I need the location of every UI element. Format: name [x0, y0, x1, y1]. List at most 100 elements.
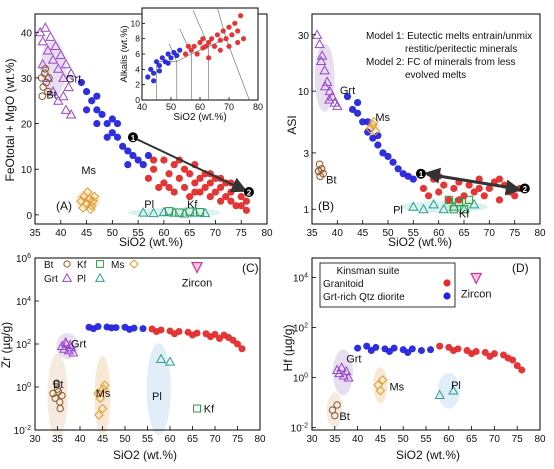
arrow-start-marker	[127, 132, 138, 143]
panel-a-ytick-label: 20	[21, 120, 33, 131]
panel-a-ytick-label: 10	[21, 165, 33, 176]
point-granitoid	[211, 188, 220, 196]
point-grt	[58, 90, 69, 101]
point-granitoid	[242, 206, 250, 214]
label-pl: Pl	[152, 391, 162, 403]
point-grt-rich-qtz-diorite	[108, 324, 115, 332]
legend-swatch	[443, 279, 451, 287]
point-grt	[37, 58, 48, 69]
point-ms	[98, 384, 109, 394]
point-ms	[85, 204, 96, 215]
panel-b: 35 40 45 50 55 60 65 70 75 80 1 3 10 30 (B) SiO2 (wt.…	[285, 13, 546, 249]
label-kf: Kf	[204, 404, 215, 416]
point-pl	[189, 207, 201, 217]
point-grt-rich-qtz-diorite	[359, 118, 367, 126]
panel-c-ytick-label: 104	[16, 296, 31, 308]
point-grt-rich-qtz-diorite	[93, 106, 101, 114]
panel-c-xtick-label: 50	[119, 434, 131, 445]
point-granitoid	[206, 193, 214, 201]
point-granitoid	[170, 188, 178, 196]
point-granitoid	[445, 196, 453, 204]
point-grt-rich-qtz-diorite	[174, 52, 180, 59]
point-granitoid	[419, 184, 428, 193]
point-grt-rich-qtz-diorite	[177, 47, 183, 53]
panel-c-legend: Bt Kf Ms Grt Pl	[44, 259, 139, 285]
panel-d-xtick-label: 40	[352, 434, 364, 445]
point-pl	[434, 389, 445, 399]
panel-c-ytick-label: 102	[16, 339, 31, 351]
panel-a-xtick-label: 35	[29, 228, 41, 239]
panel-c-xlabel: SiO2 (wt.%)	[113, 448, 177, 462]
panel-b-plot-frame	[311, 13, 541, 225]
point-granitoid	[197, 39, 203, 46]
point-grt-rich-qtz-diorite	[364, 128, 372, 136]
panel-d-ytick-label: 102	[293, 323, 308, 335]
point-bt	[319, 169, 327, 178]
point-grt	[336, 362, 347, 372]
panel-a-label: (A)	[56, 199, 72, 213]
inset-ylabel: Alkalis (wt.%)	[119, 25, 130, 82]
panel-d-xtick-label: 35	[329, 434, 341, 445]
panel-d-xlabel: SiO2 (wt.%)	[396, 448, 460, 462]
point-pl	[94, 272, 106, 282]
ms-field	[94, 355, 111, 436]
panel-a-xtick-label: 55	[133, 228, 145, 239]
point-ms	[365, 123, 376, 134]
panel-a-xtick-label: 80	[261, 228, 273, 239]
pl-field	[437, 372, 460, 409]
panel-b-ytick-label: 10	[298, 87, 310, 98]
point-grt-rich-qtz-diorite	[90, 325, 97, 333]
point-grt	[343, 372, 354, 382]
panel-c-xtick-label: 65	[187, 434, 199, 445]
point-granitoid	[242, 197, 250, 205]
point-ms	[375, 385, 386, 396]
point-grt-rich-qtz-diorite	[148, 66, 154, 72]
panel-b-xlabel: SiO2 (wt.%)	[388, 235, 452, 249]
point-granitoid	[217, 197, 225, 205]
point-grt	[334, 367, 345, 378]
point-grt	[324, 85, 335, 96]
panel-c-axes: 30 35 40 45 50 55 60 65 70 75 80 10-2 100 102 104 106	[14, 253, 266, 445]
legend-label-bt: Bt	[44, 260, 54, 271]
point-granitoid	[189, 331, 196, 339]
point-granitoid	[455, 196, 463, 204]
panel-a-field-labels: Grt Bt Ms Pl Kf	[46, 73, 198, 211]
panel-c-xtick-label: 35	[52, 434, 64, 445]
panel-b-xtick-label: 75	[509, 228, 521, 239]
panel-a-xtick-label: 50	[107, 228, 119, 239]
panel-d-xtick-label: 50	[398, 434, 410, 445]
point-grt-rich-qtz-diorite	[417, 347, 425, 355]
point-grt-rich-qtz-diorite	[82, 88, 91, 96]
point-granitoid	[217, 37, 223, 43]
point-bt	[40, 69, 49, 78]
point-bt	[315, 160, 324, 169]
point-grt	[319, 64, 330, 75]
panel-d-ytick-label: 104	[293, 272, 308, 284]
inset-xtick-label: 80	[253, 102, 263, 112]
panel-b-xtick-label: 65	[458, 228, 470, 239]
point-grt-rich-qtz-diorite	[374, 141, 382, 149]
panel-a-xlabel: SiO2 (wt.%)	[119, 235, 183, 249]
point-kf	[454, 197, 464, 207]
panel-b-annotations: Model 1: Eutectic melts entrain/unmix re…	[366, 31, 532, 81]
point-ms	[95, 393, 106, 404]
panel-c: 30 35 40 45 50 55 60 65 70 75 80 10-2 100 102 104 106 (…	[0, 253, 266, 462]
legend-label-kf: Kf	[77, 260, 87, 271]
point-granitoid	[203, 43, 209, 49]
point-grt-rich-qtz-diorite	[119, 142, 127, 150]
panel-b-xtick-label: 45	[357, 228, 369, 239]
point-grt-rich-qtz-diorite	[389, 158, 397, 166]
point-grt	[65, 109, 77, 119]
panel-b-note-3: Model 2: FC of minerals from less	[366, 57, 516, 68]
point-zircon	[191, 261, 203, 274]
panel-d-ylabel: Hf (µg/g)	[281, 325, 295, 372]
inset-xtick-label: 40	[137, 102, 147, 112]
point-grt	[42, 45, 54, 55]
panel-d-ytick-label: 100	[293, 373, 308, 385]
panel-a-marks	[34, 22, 250, 218]
point-kf	[464, 195, 474, 204]
point-granitoid	[481, 349, 489, 357]
point-granitoid	[234, 340, 241, 348]
point-grt-rich-qtz-diorite	[386, 347, 394, 355]
